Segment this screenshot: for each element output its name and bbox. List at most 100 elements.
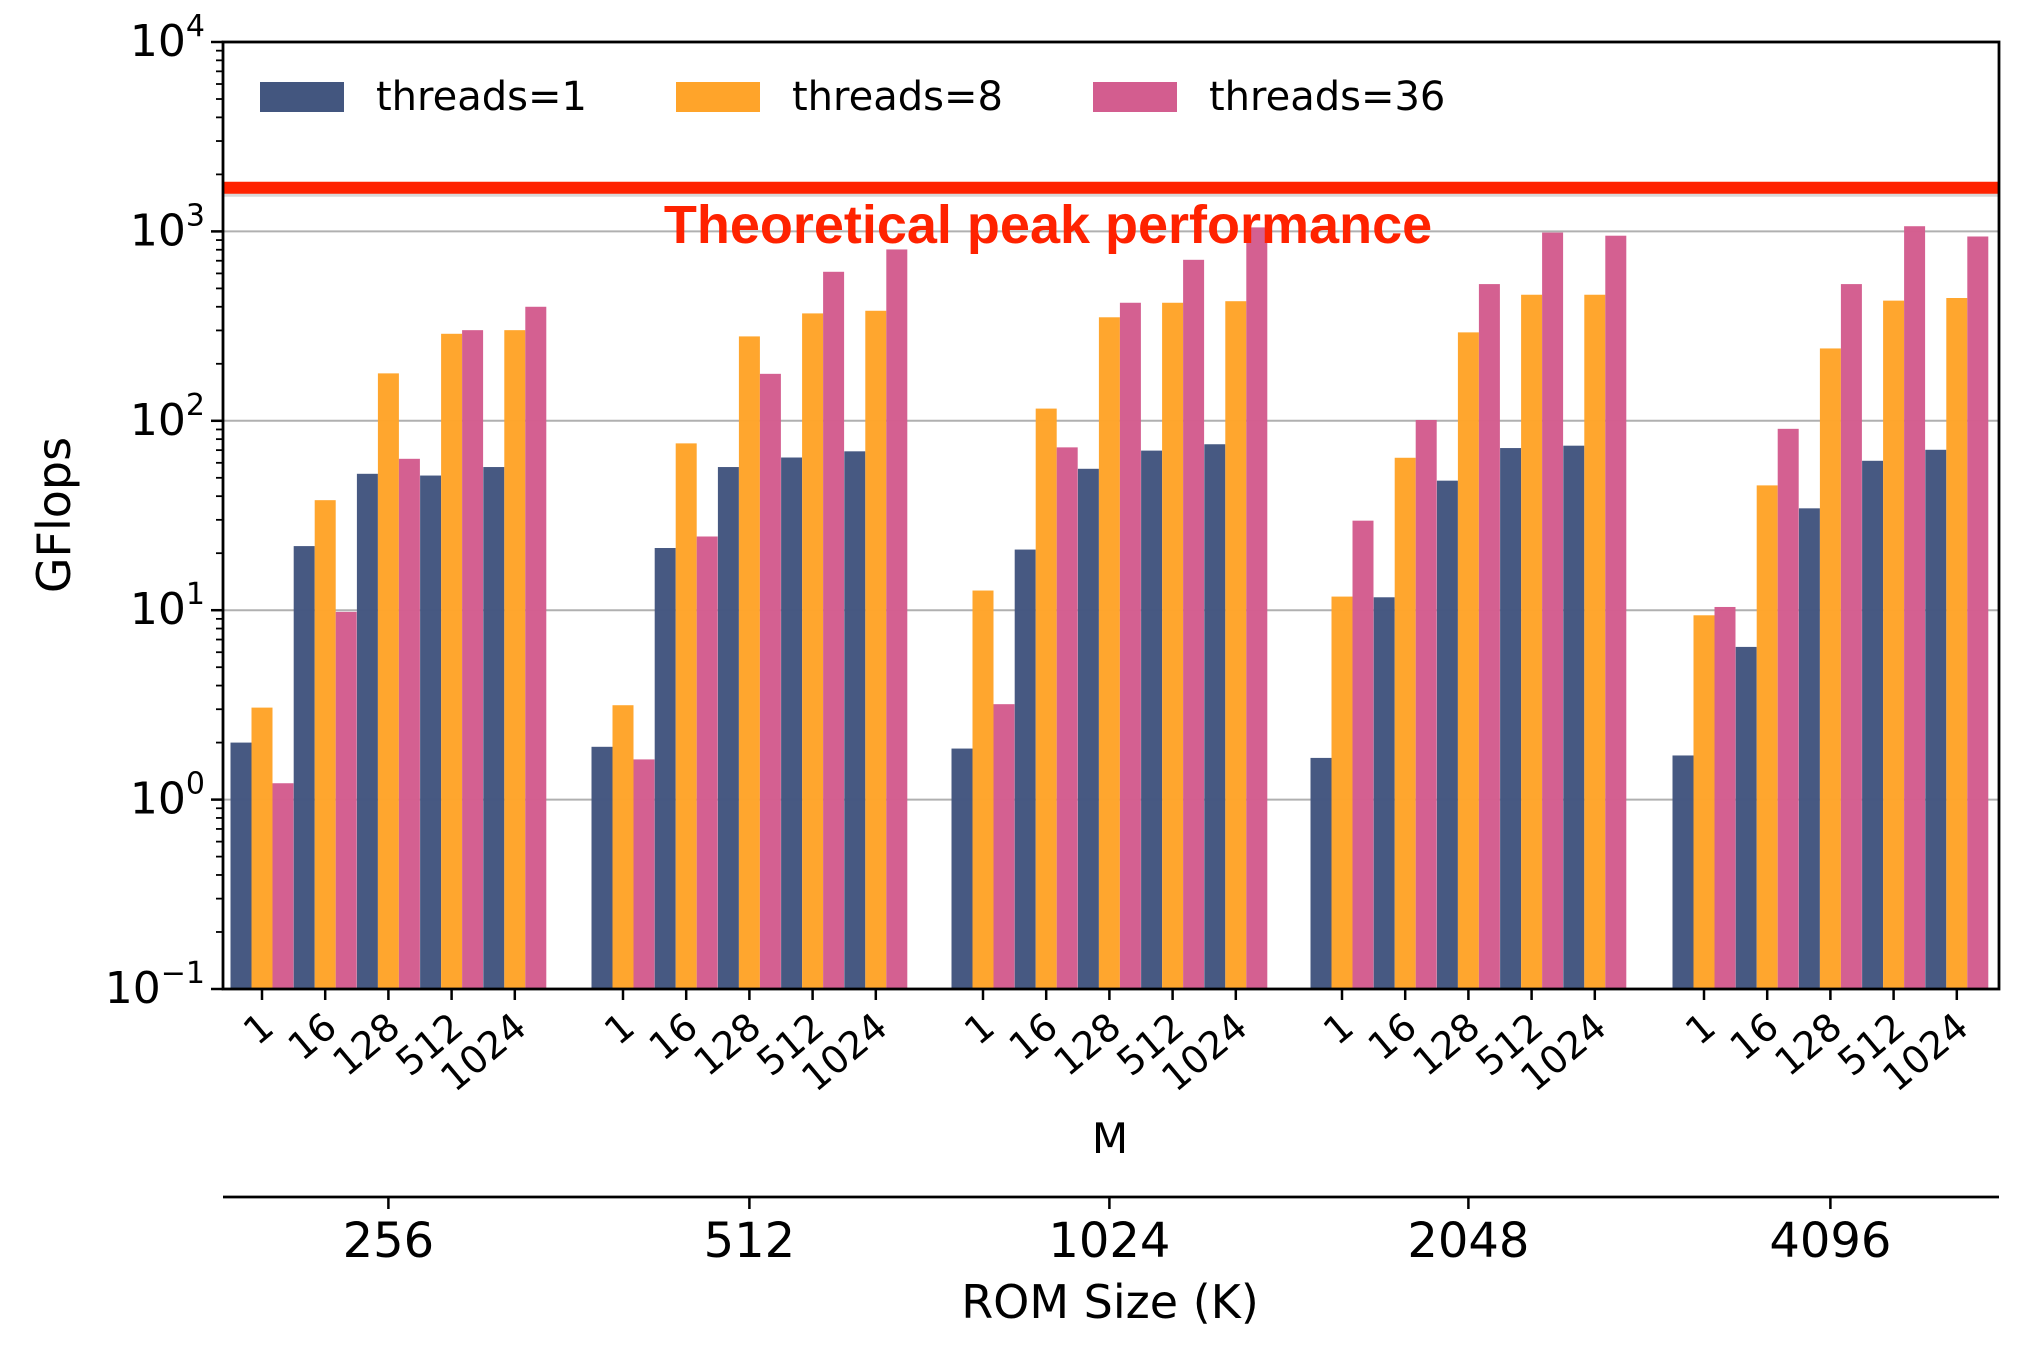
- bar: [462, 330, 484, 989]
- bar: [675, 443, 697, 989]
- secondary-x-tick-label: 2048: [1407, 1213, 1529, 1269]
- bar: [335, 611, 357, 989]
- bar: [972, 590, 994, 989]
- bar: [314, 500, 336, 989]
- bar: [1331, 596, 1353, 989]
- bar: [1946, 298, 1968, 989]
- bar: [1119, 302, 1141, 989]
- bar: [483, 467, 505, 989]
- secondary-x-axis-label: ROM Size (K): [961, 1275, 1259, 1329]
- bar: [1584, 294, 1606, 989]
- bar: [1394, 457, 1416, 989]
- bar: [1500, 448, 1522, 989]
- secondary-x-tick-label: 256: [343, 1213, 435, 1269]
- bar: [1798, 508, 1820, 989]
- bar: [1904, 226, 1926, 990]
- bar: [759, 373, 781, 989]
- bar: [1373, 597, 1395, 989]
- x-tick-label: 1: [235, 1004, 282, 1053]
- bar: [1014, 549, 1036, 989]
- bar: [865, 310, 887, 989]
- bar: [1883, 300, 1905, 989]
- y-tick-label: 102: [130, 388, 205, 446]
- bar: [1542, 232, 1564, 990]
- bar: [1478, 284, 1500, 989]
- bar: [377, 373, 399, 989]
- bar: [525, 306, 547, 989]
- legend-swatch: [676, 82, 760, 112]
- legend: threads=1 threads=8 threads=36: [260, 74, 1445, 120]
- x-axis-label: M: [1092, 1114, 1128, 1163]
- bar: [1457, 332, 1479, 990]
- bar: [272, 783, 294, 989]
- bar: [993, 704, 1015, 989]
- bar: [1605, 235, 1627, 989]
- y-axis-label: GFlops: [27, 437, 81, 593]
- bar: [1141, 450, 1163, 989]
- x-tick-label: 1: [956, 1004, 1003, 1053]
- reference-line-layer: [223, 181, 1999, 197]
- bar: [823, 271, 845, 989]
- bar: [1967, 236, 1989, 990]
- bar: [1204, 444, 1226, 989]
- bar: [951, 748, 973, 989]
- y-tick-label: 103: [130, 198, 205, 256]
- bar: [1840, 284, 1862, 989]
- bar: [293, 546, 315, 989]
- y-tick-label: 104: [130, 9, 205, 67]
- bar: [1693, 615, 1715, 989]
- bar: [1672, 755, 1694, 989]
- x-tick-label: 1: [1315, 1004, 1362, 1053]
- legend-swatch: [260, 82, 344, 112]
- bar: [1521, 294, 1543, 989]
- secondary-x-tick-label: 4096: [1769, 1213, 1891, 1269]
- legend-label: threads=36: [1209, 74, 1445, 120]
- bar: [1714, 606, 1736, 989]
- bar: [1098, 317, 1120, 990]
- secondary-x-tick-label: 1024: [1048, 1213, 1170, 1269]
- bar: [802, 313, 824, 989]
- bar: [1056, 447, 1078, 990]
- y-tick-label: 101: [130, 577, 205, 635]
- bar: [633, 759, 655, 989]
- bar: [1035, 408, 1057, 989]
- bar: [1819, 348, 1841, 989]
- bar: [1225, 301, 1247, 989]
- bar: [1436, 480, 1458, 989]
- plot-frame: [221, 40, 2001, 991]
- x-tick-label: 1: [596, 1004, 643, 1053]
- bars-layer: [230, 226, 1989, 990]
- peak-performance-label: Theoretical peak performance: [664, 195, 1432, 255]
- x-tick-label: 1: [1677, 1004, 1724, 1053]
- bar: [696, 536, 718, 989]
- bar: [612, 705, 634, 989]
- bar: [738, 336, 760, 989]
- bar: [717, 467, 739, 989]
- bar: [1246, 227, 1268, 990]
- legend-label: threads=1: [376, 74, 587, 120]
- bar: [1162, 302, 1184, 989]
- bar: [251, 707, 273, 989]
- legend-swatch: [1093, 82, 1177, 112]
- bar: [1756, 485, 1778, 989]
- bar: [230, 742, 252, 989]
- bar: [1183, 259, 1205, 989]
- y-tick-label: 100: [130, 767, 205, 825]
- bar: [420, 475, 442, 989]
- bar: [1735, 646, 1757, 989]
- bar: [886, 249, 908, 989]
- bar: [356, 473, 378, 989]
- bar: [591, 746, 613, 989]
- bar: [781, 457, 803, 989]
- bar: [1777, 428, 1799, 989]
- bar: [504, 330, 526, 989]
- bar: [1352, 520, 1374, 989]
- bar: [1077, 468, 1099, 989]
- bar: [441, 333, 463, 989]
- bar: [1862, 460, 1884, 989]
- bar: [1563, 445, 1585, 990]
- bar: [1310, 757, 1332, 989]
- bar: [398, 458, 420, 989]
- y-tick-label: 10−1: [105, 956, 205, 1014]
